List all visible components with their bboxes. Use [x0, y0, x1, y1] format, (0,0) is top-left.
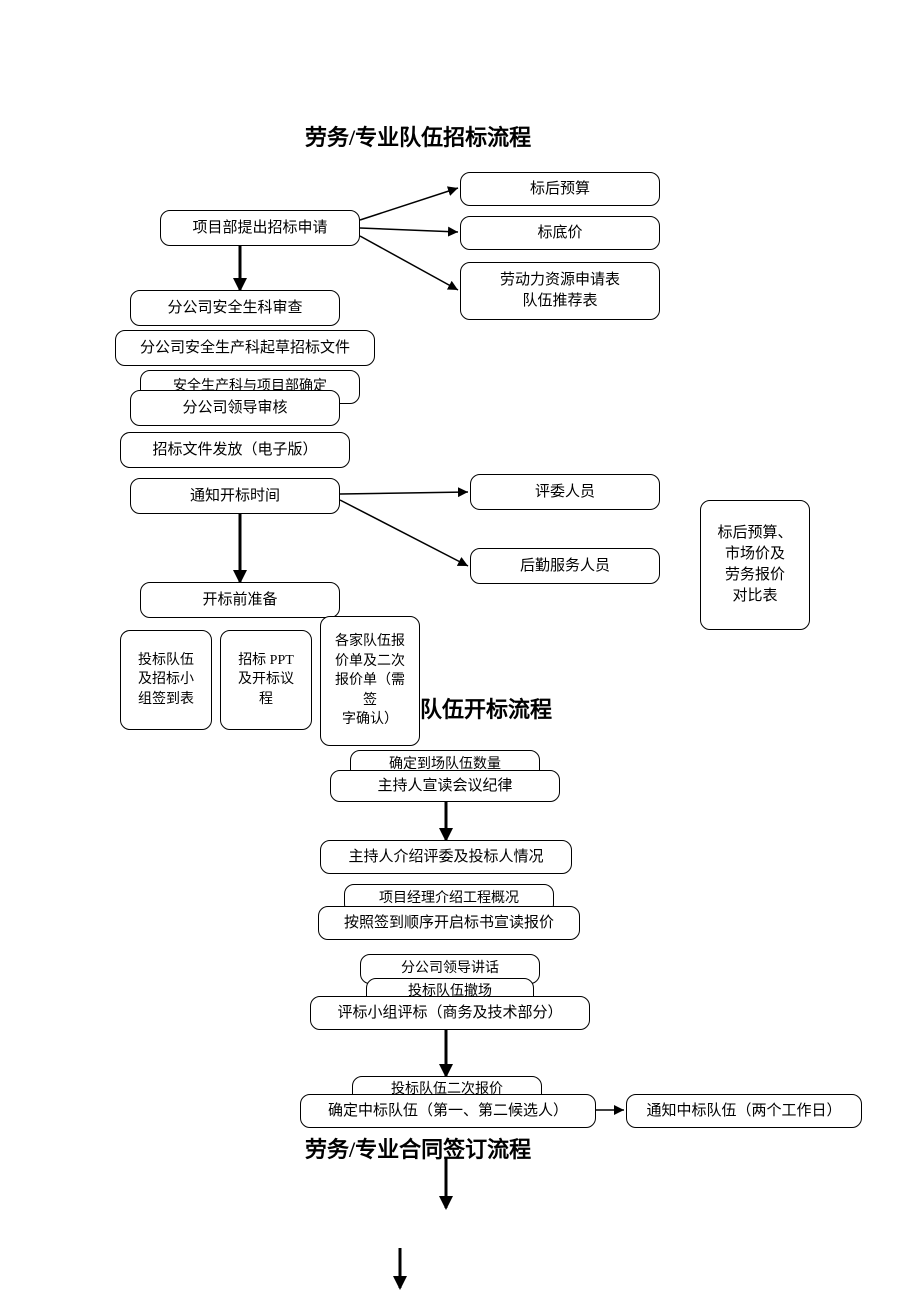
edge-n1-r1	[360, 188, 458, 220]
edge-n1-r2	[360, 228, 458, 232]
node-s1: 投标队伍 及招标小 组签到表	[120, 630, 212, 730]
node-r6: 标后预算、 市场价及 劳务报价 对比表	[700, 500, 810, 630]
node-r3: 劳动力资源申请表 队伍推荐表	[460, 262, 660, 320]
node-r1: 标后预算	[460, 172, 660, 206]
node-n1: 项目部提出招标申请	[160, 210, 360, 246]
node-m3: 主持人介绍评委及投标人情况	[320, 840, 572, 874]
node-r4: 评委人员	[470, 474, 660, 510]
edge-n6-r5	[340, 500, 468, 566]
node-r5: 后勤服务人员	[470, 548, 660, 584]
node-m5: 评标小组评标（商务及技术部分）	[310, 996, 590, 1030]
title-3: 劳务/专业合同签订流程	[305, 1132, 531, 1164]
title-2: 队伍开标流程	[420, 692, 552, 724]
node-s2: 招标 PPT 及开标议 程	[220, 630, 312, 730]
node-n3: 分公司安全生产科起草招标文件	[115, 330, 375, 366]
node-n5: 招标文件发放（电子版）	[120, 432, 350, 468]
node-n7: 开标前准备	[140, 582, 340, 618]
node-n2: 分公司安全生科审查	[130, 290, 340, 326]
node-n6: 通知开标时间	[130, 478, 340, 514]
node-s3: 各家队伍报 价单及二次 报价单（需签 字确认）	[320, 616, 420, 746]
node-n4: 分公司领导审核	[130, 390, 340, 426]
node-m4: 按照签到顺序开启标书宣读报价	[318, 906, 580, 940]
title-1: 劳务/专业队伍招标流程	[305, 120, 531, 152]
node-m2: 主持人宣读会议纪律	[330, 770, 560, 802]
edge-n1-r3	[360, 236, 458, 290]
node-m6: 确定中标队伍（第一、第二候选人）	[300, 1094, 596, 1128]
node-r2: 标底价	[460, 216, 660, 250]
edge-n6-r4	[340, 492, 468, 494]
node-m7: 通知中标队伍（两个工作日）	[626, 1094, 862, 1128]
